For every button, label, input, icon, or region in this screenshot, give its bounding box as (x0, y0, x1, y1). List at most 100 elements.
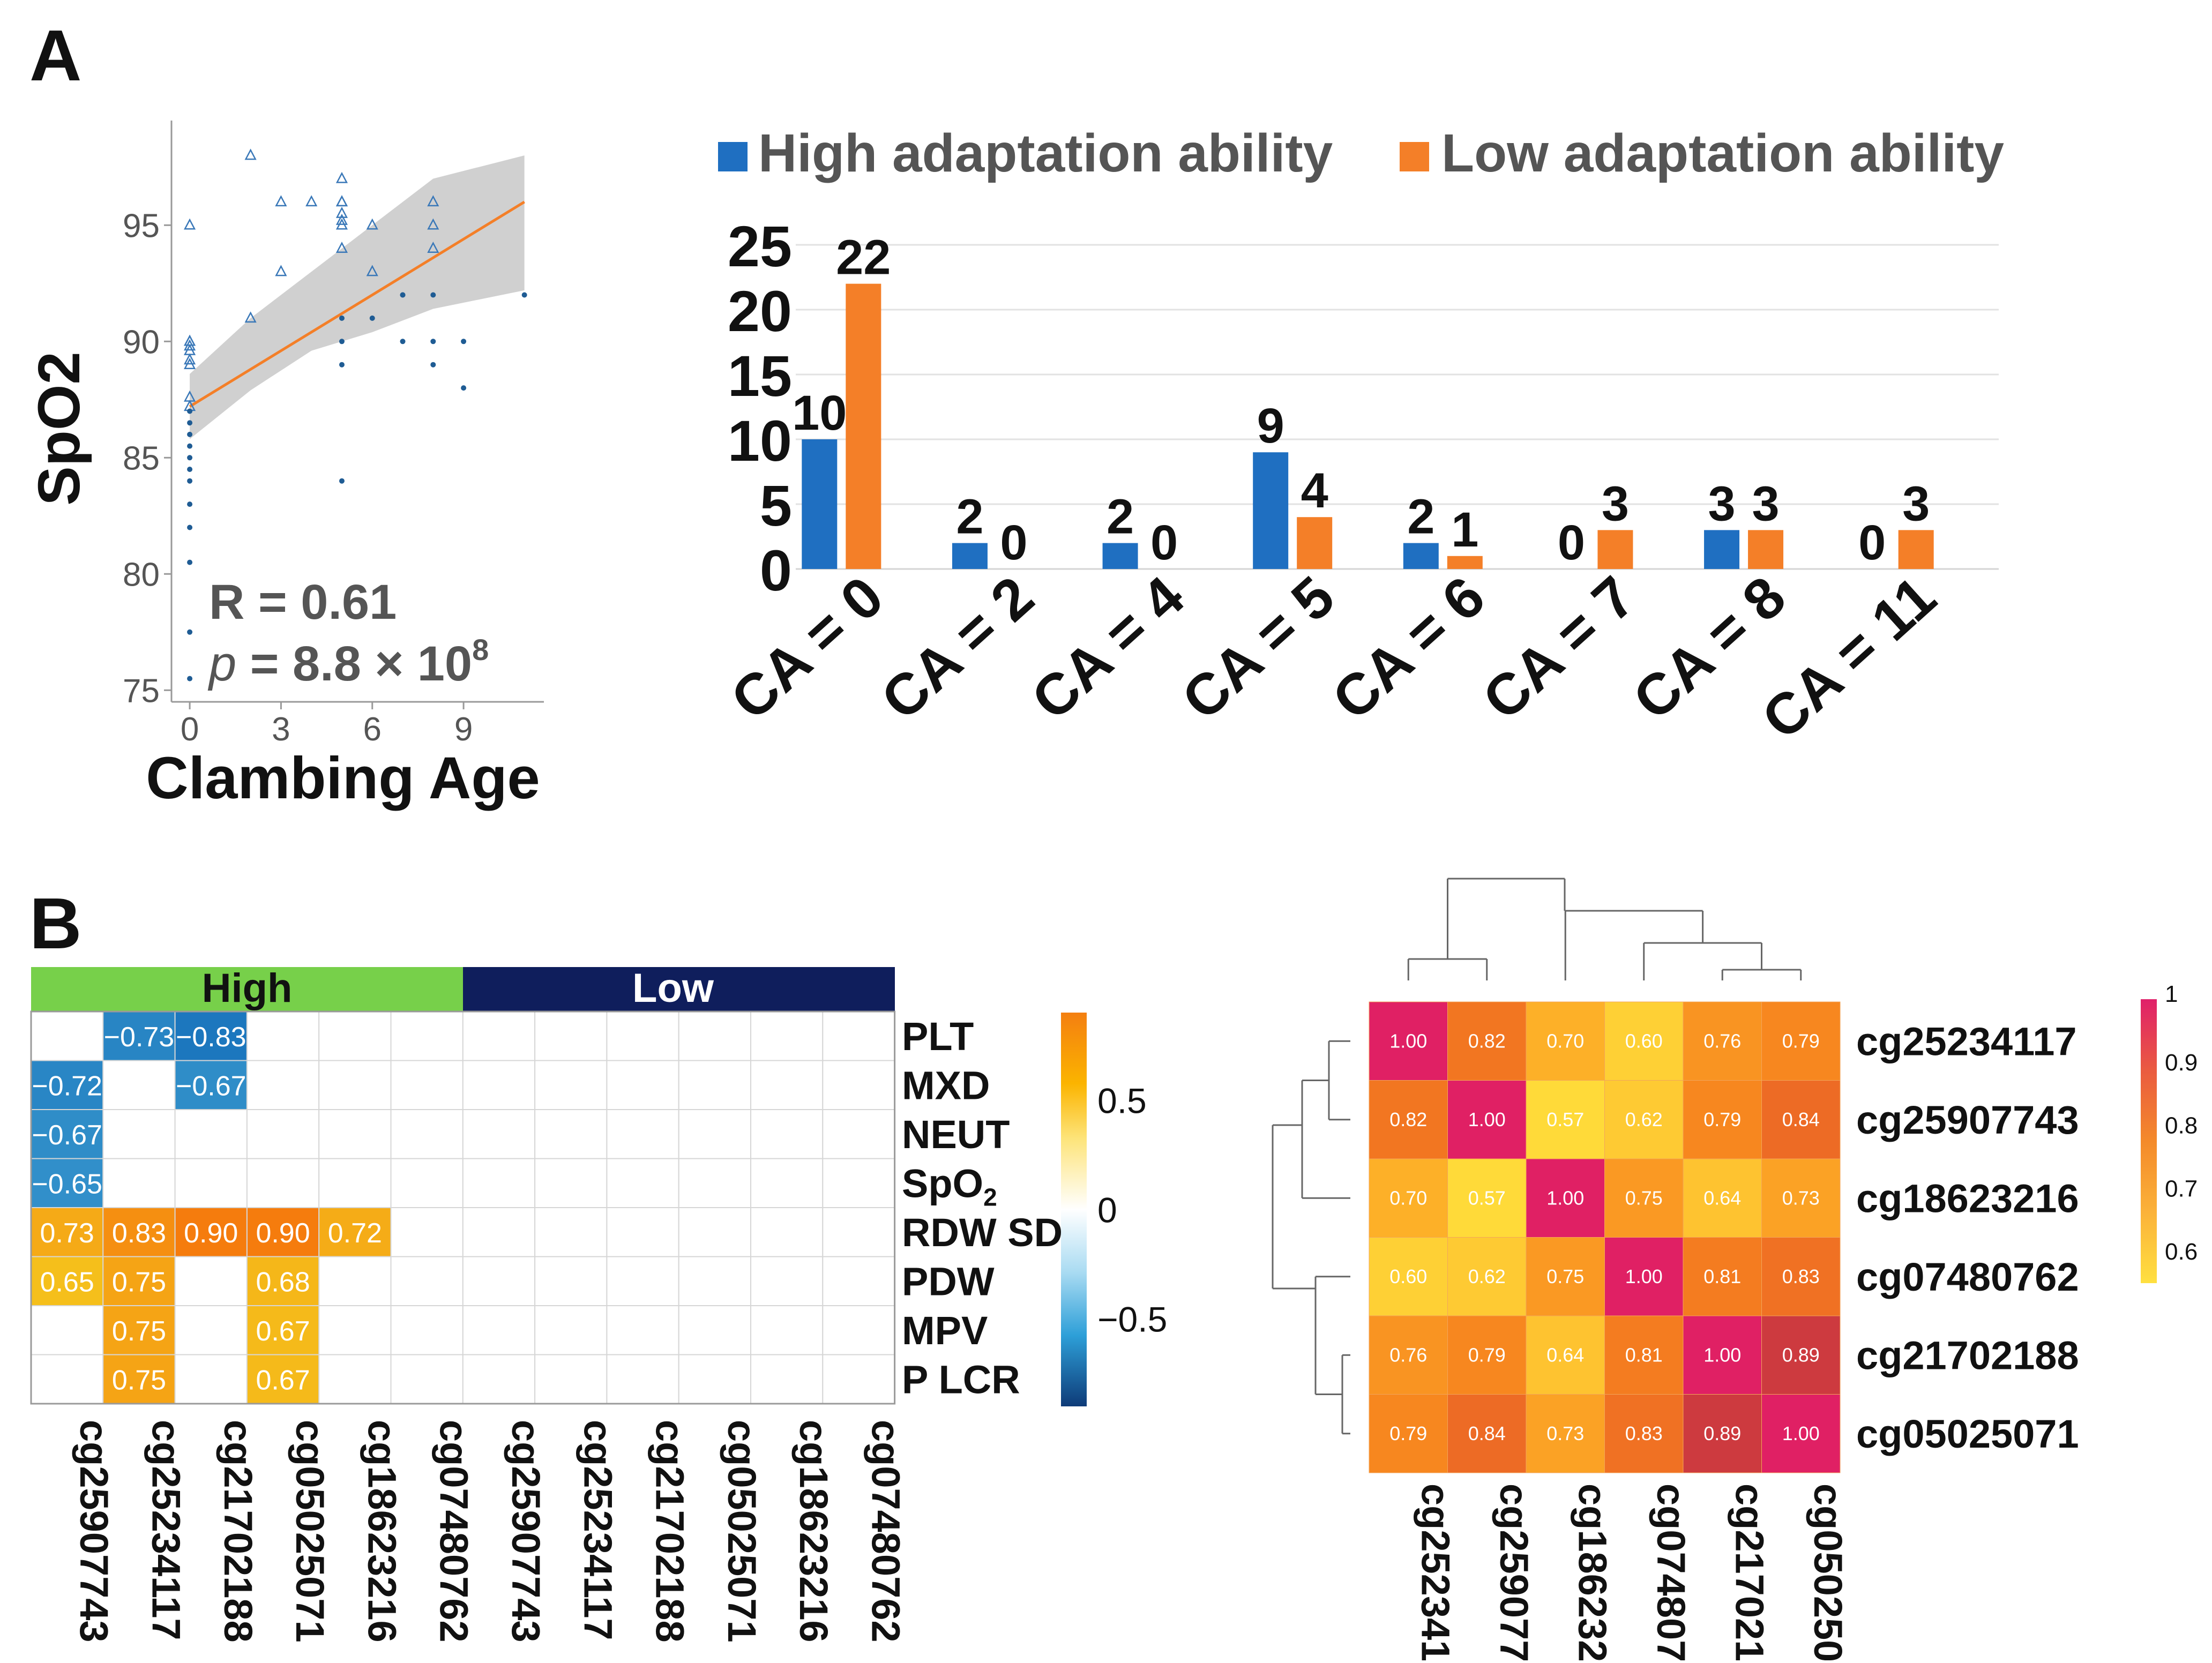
heatmap-cell-empty (390, 1256, 464, 1306)
cpg-row-label: cg05025071 (1856, 1412, 2079, 1456)
bar-low-value-label: 0 (1000, 515, 1027, 570)
scatter-point-triangle (183, 358, 196, 369)
bar-low (1297, 517, 1333, 569)
scatter-point-dot (187, 431, 193, 437)
colorbar-tick-label: 0 (1097, 1190, 1117, 1230)
heatmap-cell-empty (822, 1011, 895, 1061)
heatmap-cell-empty (31, 1354, 104, 1404)
cpg-heatmap-cell-value: 0.84 (1468, 1422, 1506, 1444)
legend-low-swatch (1400, 142, 1429, 171)
heatmap-cell-empty (462, 1207, 536, 1257)
cpg-heatmap-cell (1604, 1001, 1684, 1081)
colorbar-bar (1061, 1013, 1087, 1406)
heatmap-cell-empty (678, 1305, 751, 1355)
cpg-heatmap-cell-value: 0.79 (1389, 1422, 1427, 1444)
cpg-heatmap-cell-value: 1.00 (1703, 1344, 1741, 1366)
bar-high-value-label: 3 (1708, 476, 1735, 531)
group-header-high-label: High (202, 965, 293, 1011)
scatter-point-triangle (366, 218, 378, 230)
cpg-heatmap-cell-value: 0.70 (1546, 1030, 1584, 1052)
cpg-colorbar-tick-label: 0.7 (2165, 1175, 2198, 1202)
bar-chart: High adaptation ability Low adaptation a… (718, 123, 2004, 752)
heatmap-cell-empty (822, 1158, 895, 1208)
scatter-point-triangle (366, 265, 378, 276)
heatmap-cell-empty (246, 1109, 320, 1159)
cpg-heatmap-cell-value: 0.64 (1546, 1344, 1584, 1366)
heatmap-cell-value: 0.68 (256, 1267, 310, 1298)
cpg-heatmap-cell-value: 0.57 (1468, 1187, 1506, 1209)
bar-high (1704, 530, 1740, 569)
scatter-p-italic: p (207, 636, 236, 691)
heatmap-cell-empty (606, 1207, 679, 1257)
cpg-row-label: cg18623216 (1856, 1176, 2079, 1220)
bar-low-value-label: 1 (1451, 503, 1478, 557)
cpg-heatmap-cell (1447, 1394, 1527, 1473)
cpg-colorbar-tick-label: 1 (2165, 981, 2178, 1007)
cpg-heatmap-cell (1761, 1315, 1841, 1395)
bar-category-label: CA = 4 (1019, 564, 1196, 732)
bar-y-tick-label: 10 (728, 408, 792, 473)
cpg-heatmap-cell-value: 0.79 (1782, 1030, 1820, 1052)
heatmap-cell-empty (750, 1354, 824, 1404)
heatmap-cell-empty (318, 1158, 392, 1208)
heatmap-row-label: P LCR (902, 1357, 1020, 1402)
scatter-point-triangle (183, 339, 196, 351)
heatmap-column-label: cg21702188 (648, 1420, 692, 1643)
heatmap-cell-value: 0.90 (184, 1218, 238, 1249)
bar-high-value-label: 10 (792, 386, 847, 440)
heatmap-cell-empty (534, 1207, 608, 1257)
heatmap-cell-empty (750, 1256, 824, 1306)
scatter-point-dot (187, 629, 193, 635)
heatmap-column-label: cg05025071 (288, 1420, 332, 1643)
heatmap-cell-filled (246, 1256, 320, 1306)
heatmap-cell-empty (678, 1060, 751, 1110)
cpg-column-labels: cg25234117 cg25907743 cg18623216 cg07480762… (1413, 1484, 1850, 1663)
scatter-point-dot (339, 478, 345, 484)
scatter-y-tick-label: 90 (123, 324, 160, 361)
scatter-point-dot (461, 339, 467, 344)
heatmap-cell-value: 0.67 (256, 1365, 310, 1396)
cpg-heatmap-cell-value: 1.00 (1546, 1187, 1584, 1209)
cpg-heatmap-cell-value: 0.79 (1703, 1108, 1741, 1130)
heatmap-cell-empty (534, 1011, 608, 1061)
heatmap-cell-empty (462, 1256, 536, 1306)
bar-y-tick-label: 15 (728, 343, 792, 408)
heatmap-cell-empty (606, 1011, 679, 1061)
cpg-heatmap-cell (1447, 1080, 1527, 1159)
heatmap-cell-filled (102, 1354, 176, 1404)
heatmap-row-label: PDW (902, 1259, 995, 1304)
scatter-y-axis-title: SpO2 (26, 351, 92, 505)
heatmap-cell-value: −0.65 (32, 1168, 102, 1200)
cpg-heatmap-cell-value: 1.00 (1389, 1030, 1427, 1052)
cpg-column-label: cg07480762 (1649, 1484, 1693, 1660)
scatter-point-triangle (183, 353, 196, 365)
cpg-heatmap-cell-value: 0.62 (1625, 1108, 1663, 1130)
scatter-point-dot (400, 292, 406, 298)
heatmap-cell-filled (174, 1207, 248, 1257)
heatmap-cell-empty (534, 1060, 608, 1110)
heatmap-cell-empty (606, 1158, 679, 1208)
cpg-column-label: cg18623216 (1570, 1484, 1615, 1660)
heatmap-cell-value: 0.73 (40, 1218, 94, 1249)
heatmap-cell-empty (822, 1354, 895, 1404)
heatmap-cell-value: 0.72 (328, 1218, 382, 1249)
scatter-point-dot (187, 559, 193, 565)
bar-category-label: CA = 5 (1170, 564, 1347, 732)
heatmap-cell-empty (390, 1158, 464, 1208)
cpg-row-label: cg07480762 (1856, 1255, 2079, 1299)
heatmap-row-label-text: P LCR (902, 1357, 1020, 1402)
colorbar-tick-label: −0.5 (1097, 1300, 1167, 1339)
heatmap-cell-empty (390, 1305, 464, 1355)
heatmap-row-label: SpO2 (902, 1161, 997, 1211)
cpg-heatmap-cell-value: 0.60 (1625, 1030, 1663, 1052)
cpg-column-label: cg05025071 (1806, 1484, 1850, 1660)
heatmap-row-label-text: PDW (902, 1259, 995, 1304)
heatmap-row-label: MXD (902, 1063, 990, 1107)
scatter-point-triangle (275, 195, 287, 207)
bar-high-value-label: 2 (1107, 490, 1134, 544)
cpg-column-label: cg25907743 (1492, 1484, 1536, 1660)
cpg-heatmap-cell-value: 0.60 (1389, 1265, 1427, 1287)
correlation-heatmap: High Low −0.73 −0.83 −0.72 −0.67 −0.67 −0.65 0… (30, 965, 1167, 1643)
group-header-low (463, 967, 895, 1012)
